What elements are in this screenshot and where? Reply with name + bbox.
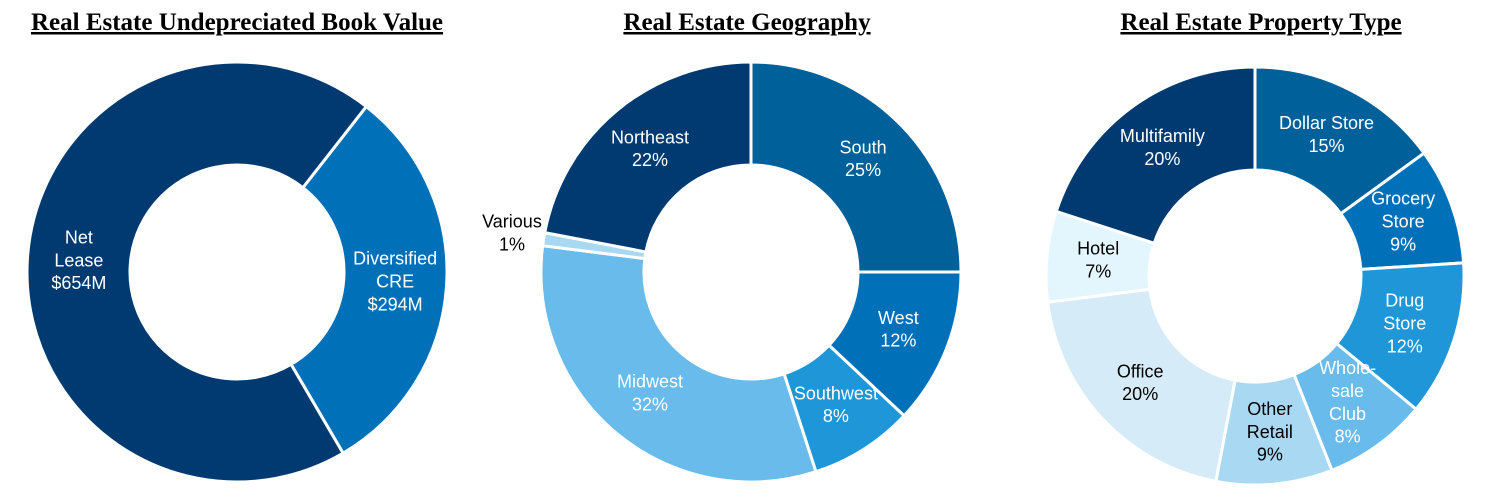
slice-label: Midwest: [617, 371, 683, 391]
donut-slice: [1253, 65, 1427, 216]
slice-value: 9%: [1257, 445, 1283, 465]
chart-title: Real Estate Geography: [623, 9, 871, 36]
donut-slice: [1045, 287, 1237, 484]
chart-title: Real Estate Undepreciated Book Value: [31, 9, 443, 36]
slice-value: 9%: [1390, 234, 1416, 254]
slice-label: Various: [482, 211, 542, 231]
donut-slice: [749, 60, 963, 274]
slice-label: Office: [1117, 361, 1164, 381]
slice-label: Dollar Store: [1279, 113, 1374, 133]
slice-value: 20%: [1122, 384, 1158, 404]
slice-value: 25%: [845, 160, 881, 180]
slice-label: South: [840, 137, 887, 157]
donut-slice: [539, 244, 818, 484]
slice-label: Hotel: [1077, 238, 1119, 258]
donut-slice: [542, 60, 753, 254]
slice-label: Southwest: [794, 383, 878, 403]
slice-value: 8%: [1335, 427, 1361, 447]
slice-value: 32%: [632, 394, 668, 414]
donut-slice: [1054, 65, 1257, 246]
slice-value: $294M: [368, 294, 423, 314]
slice-label: Multifamily: [1120, 126, 1205, 146]
slice-label: Net Lease: [54, 227, 103, 270]
slice-value: 20%: [1144, 149, 1180, 169]
slice-label: Diversified CRE: [353, 248, 437, 291]
slice-value: 15%: [1308, 136, 1344, 156]
donut-slice: [289, 104, 449, 456]
slice-label: Grocery Store: [1371, 188, 1435, 231]
slice-value: 8%: [823, 406, 849, 426]
slice-value: 12%: [880, 331, 916, 351]
slice-value: 7%: [1085, 261, 1111, 281]
slice-value: 12%: [1387, 336, 1423, 356]
slice-label: Drug Store: [1383, 290, 1426, 333]
slice-value: 22%: [632, 150, 668, 170]
slice-label: Northeast: [611, 127, 689, 147]
donut-slice: [25, 60, 369, 484]
slice-label: West: [878, 308, 919, 328]
slice-value: 1%: [499, 234, 525, 254]
slice-label: Other Retail: [1247, 399, 1293, 442]
slice-value: $654M: [51, 273, 106, 293]
slice-label: Whole-sale Club: [1319, 358, 1376, 424]
chart-title: Real Estate Property Type: [1120, 9, 1401, 36]
